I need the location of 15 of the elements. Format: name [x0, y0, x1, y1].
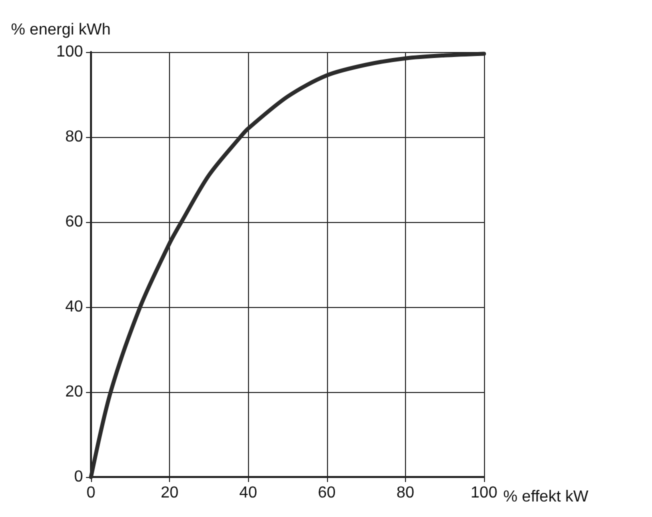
y-axis-title: % energi kWh: [11, 22, 111, 38]
y-tick-label: 100: [56, 44, 84, 60]
y-tick-label: 0: [74, 468, 84, 486]
x-axis-title: % effekt kW: [503, 488, 590, 506]
y-tick-label: 80: [65, 128, 84, 146]
x-tick-label: 20: [160, 484, 179, 502]
x-tick-label: 100: [470, 484, 498, 502]
line-series: [89, 52, 486, 479]
y-tick-label: 40: [65, 298, 84, 316]
x-tick-label: 40: [239, 484, 258, 502]
x-tick-label: 0: [86, 484, 96, 502]
x-tick-label: 60: [318, 484, 336, 502]
y-tick-label: 60: [65, 214, 84, 230]
y-tick-label: 20: [65, 384, 84, 400]
x-tick-label: 80: [396, 484, 414, 502]
